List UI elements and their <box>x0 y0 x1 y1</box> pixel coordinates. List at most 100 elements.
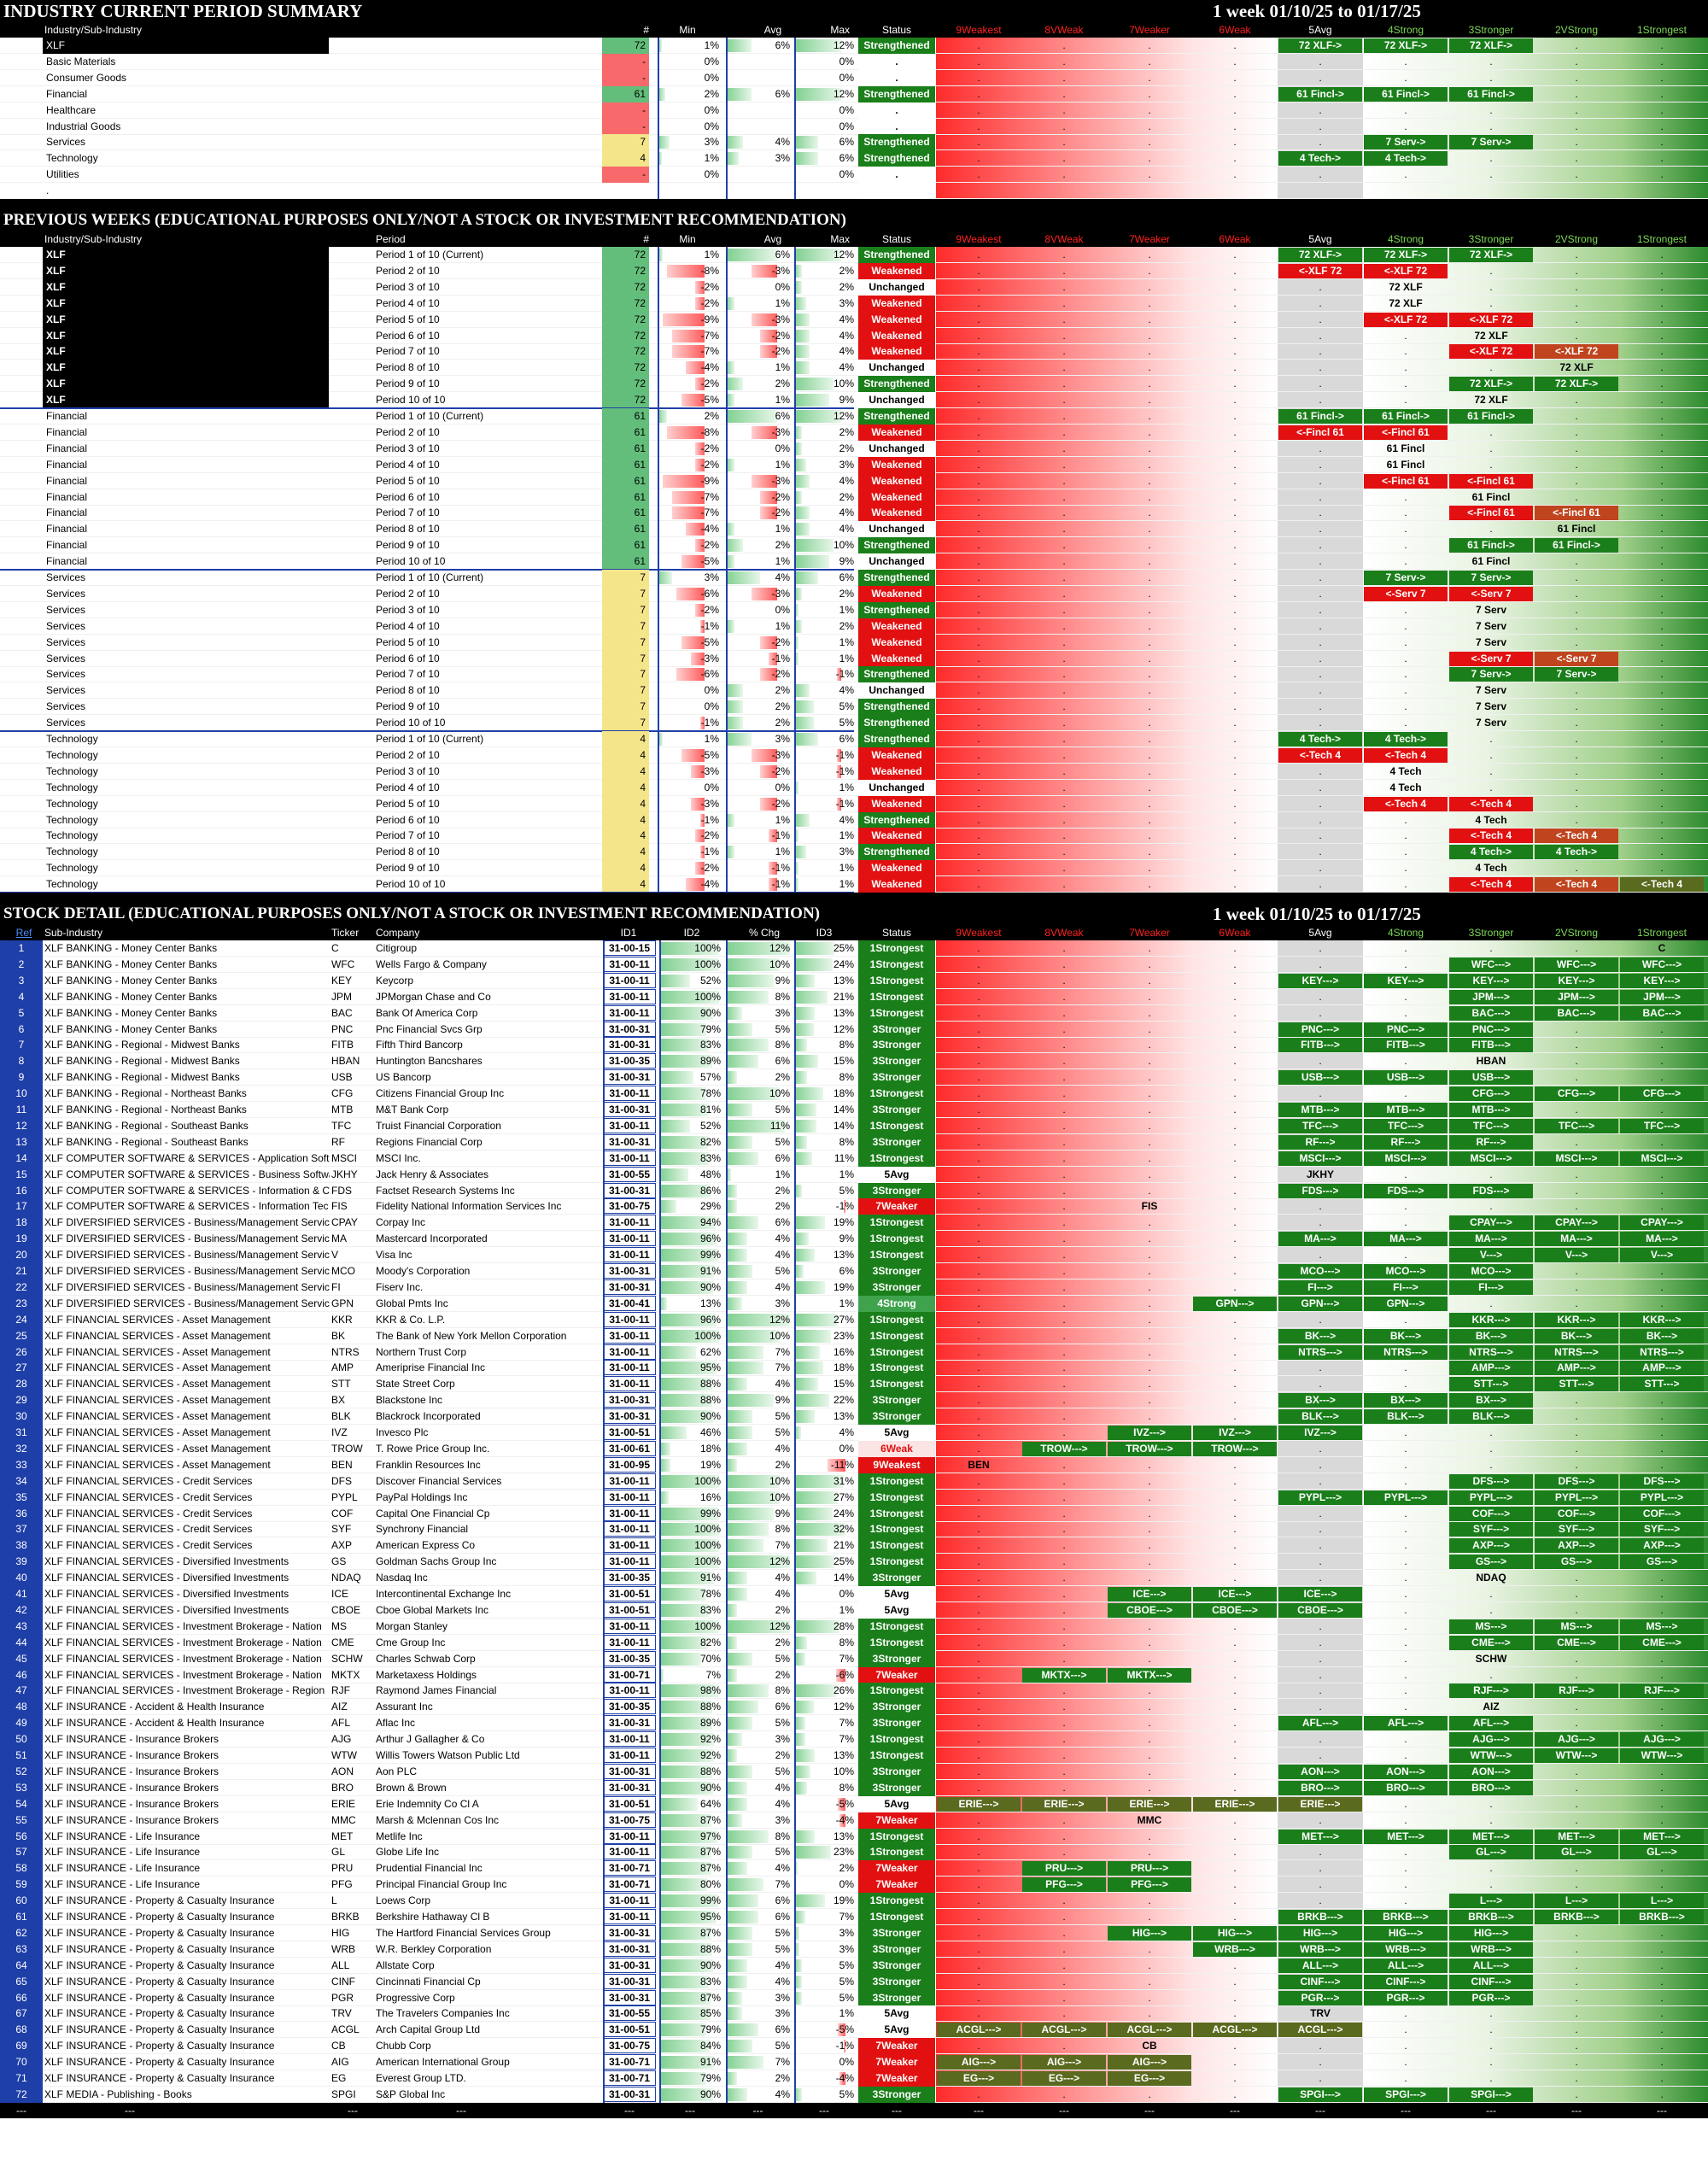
stock-ref[interactable]: 62 <box>0 1924 43 1941</box>
stock-ticker[interactable]: L <box>331 1894 337 1907</box>
stock-ref[interactable]: 26 <box>0 1344 43 1361</box>
stock-ticker[interactable]: PGR <box>331 1991 354 2004</box>
stock-row[interactable]: 6 XLF BANKING - Money Center Banks PNC Pnc … <box>0 1021 1708 1038</box>
stock-row[interactable]: 14 XLF COMPUTER SOFTWARE & SERVICES - App… <box>0 1150 1708 1167</box>
stock-row[interactable]: 39 XLF FINANCIAL SERVICES - Diversified I… <box>0 1554 1708 1571</box>
stock-ticker[interactable]: CINF <box>331 1975 355 1988</box>
stock-ref[interactable]: 47 <box>0 1683 43 1700</box>
stock-ref[interactable]: 14 <box>0 1150 43 1167</box>
stock-row[interactable]: 54 XLF INSURANCE - Insurance Brokers ERIE E… <box>0 1795 1708 1812</box>
stock-row[interactable]: 51 XLF INSURANCE - Insurance Brokers WTW Wi… <box>0 1748 1708 1764</box>
stock-ticker[interactable]: NDAQ <box>331 1572 361 1584</box>
stock-ref[interactable]: 48 <box>0 1699 43 1716</box>
stock-ref[interactable]: 70 <box>0 2054 43 2071</box>
stock-ref[interactable]: 22 <box>0 1279 43 1296</box>
stock-row[interactable]: 12 XLF BANKING - Regional - Southeast Ban… <box>0 1117 1708 1134</box>
stock-row[interactable]: 17 XLF COMPUTER SOFTWARE & SERVICES - Inf… <box>0 1198 1708 1215</box>
stock-ticker[interactable]: BAC <box>331 1006 353 1019</box>
stock-row[interactable]: 11 XLF BANKING - Regional - Northeast Ban… <box>0 1102 1708 1118</box>
stock-row[interactable]: 36 XLF FINANCIAL SERVICES - Credit Servic… <box>0 1505 1708 1522</box>
stock-ref[interactable]: 66 <box>0 1989 43 2006</box>
stock-ticker[interactable]: BEN <box>331 1458 353 1471</box>
stock-ticker[interactable]: CPAY <box>331 1216 358 1229</box>
stock-ticker[interactable]: MA <box>331 1233 347 1245</box>
stock-ref[interactable]: 30 <box>0 1408 43 1426</box>
stock-ticker[interactable]: DFS <box>331 1474 352 1487</box>
stock-ref[interactable]: 11 <box>0 1102 43 1118</box>
stock-row[interactable]: 1 XLF BANKING - Money Center Banks C Citigr… <box>0 940 1708 957</box>
stock-row[interactable]: 68 XLF INSURANCE - Property & Casualty In… <box>0 2022 1708 2039</box>
stock-ticker[interactable]: AIZ <box>331 1701 348 1713</box>
stock-ticker[interactable]: USB <box>331 1071 353 1084</box>
stock-ticker[interactable]: GS <box>331 1555 347 1568</box>
stock-row[interactable]: 70 XLF INSURANCE - Property & Casualty In… <box>0 2054 1708 2071</box>
stock-ref[interactable]: 59 <box>0 1877 43 1894</box>
stock-ref[interactable]: 64 <box>0 1957 43 1974</box>
stock-ticker[interactable]: FITB <box>331 1039 354 1051</box>
stock-ref[interactable]: 25 <box>0 1327 43 1344</box>
stock-row[interactable]: 24 XLF FINANCIAL SERVICES - Asset Managem… <box>0 1311 1708 1328</box>
stock-row[interactable]: 48 XLF INSURANCE - Accident & Health Insu… <box>0 1699 1708 1716</box>
stock-ticker[interactable]: IVZ <box>331 1426 348 1438</box>
stock-ref[interactable]: 52 <box>0 1763 43 1780</box>
stock-row[interactable]: 30 XLF FINANCIAL SERVICES - Asset Managem… <box>0 1408 1708 1426</box>
stock-ref[interactable]: 3 <box>0 972 43 989</box>
stock-ticker[interactable]: CME <box>331 1636 354 1648</box>
stock-row[interactable]: 4 XLF BANKING - Money Center Banks JPM JPMo… <box>0 988 1708 1005</box>
stock-ticker[interactable]: GL <box>331 1846 346 1859</box>
stock-row[interactable]: 23 XLF DIVERSIFIED SERVICES - Business/Ma… <box>0 1295 1708 1312</box>
stock-ref[interactable]: 20 <box>0 1247 43 1264</box>
stock-ref[interactable]: 40 <box>0 1570 43 1587</box>
stock-ticker[interactable]: BK <box>331 1329 346 1342</box>
stock-row[interactable]: 50 XLF INSURANCE - Insurance Brokers AJG Ar… <box>0 1731 1708 1748</box>
stock-ticker[interactable]: FI <box>331 1280 341 1293</box>
stock-ticker[interactable]: AMP <box>331 1361 354 1374</box>
stock-row[interactable]: 15 XLF COMPUTER SOFTWARE & SERVICES - Bus… <box>0 1166 1708 1183</box>
stock-row[interactable]: 60 XLF INSURANCE - Property & Casualty In… <box>0 1893 1708 1910</box>
stock-row[interactable]: 32 XLF FINANCIAL SERVICES - Asset Managem… <box>0 1440 1708 1457</box>
stock-ref[interactable]: 72 <box>0 2086 43 2103</box>
stock-ticker[interactable]: ICE <box>331 1588 349 1600</box>
stock-ticker[interactable]: TFC <box>331 1119 352 1132</box>
stock-row[interactable]: 35 XLF FINANCIAL SERVICES - Credit Servic… <box>0 1489 1708 1506</box>
stock-ref[interactable]: 6 <box>0 1021 43 1038</box>
stock-ref[interactable]: 42 <box>0 1601 43 1619</box>
stock-ref[interactable]: 57 <box>0 1844 43 1861</box>
stock-ref[interactable]: 69 <box>0 2038 43 2055</box>
stock-ticker[interactable]: PYPL <box>331 1490 358 1503</box>
stock-ref[interactable]: 67 <box>0 2005 43 2023</box>
stock-ref[interactable]: 35 <box>0 1489 43 1506</box>
stock-ref[interactable]: 55 <box>0 1812 43 1829</box>
stock-row[interactable]: 9 XLF BANKING - Regional - Midwest Banks U… <box>0 1069 1708 1086</box>
stock-ref[interactable]: 41 <box>0 1586 43 1602</box>
stock-ticker[interactable]: FDS <box>331 1184 352 1197</box>
stock-ref[interactable]: 36 <box>0 1505 43 1522</box>
stock-ticker[interactable]: BRO <box>331 1781 354 1794</box>
stock-row[interactable]: 52 XLF INSURANCE - Insurance Brokers AON Ao… <box>0 1763 1708 1780</box>
stock-row[interactable]: 47 XLF FINANCIAL SERVICES - Investment Br… <box>0 1683 1708 1700</box>
stock-ref[interactable]: 31 <box>0 1425 43 1441</box>
stock-ticker[interactable]: MCO <box>331 1265 355 1277</box>
stock-row[interactable]: 69 XLF INSURANCE - Property & Casualty In… <box>0 2038 1708 2055</box>
stock-ticker[interactable]: PFG <box>331 1878 353 1891</box>
stock-ref[interactable]: 15 <box>0 1166 43 1183</box>
stock-ref[interactable]: 24 <box>0 1311 43 1328</box>
stock-ticker[interactable]: MS <box>331 1619 347 1632</box>
stock-ticker[interactable]: AXP <box>331 1539 353 1552</box>
stock-ticker[interactable]: AON <box>331 1765 354 1777</box>
stock-row[interactable]: 42 XLF FINANCIAL SERVICES - Diversified I… <box>0 1601 1708 1619</box>
stock-ref[interactable]: 29 <box>0 1392 43 1409</box>
stock-ticker[interactable]: CBOE <box>331 1603 361 1616</box>
stock-row[interactable]: 7 XLF BANKING - Regional - Midwest Banks F… <box>0 1037 1708 1054</box>
stock-ref[interactable]: 12 <box>0 1117 43 1134</box>
stock-ticker[interactable]: ERIE <box>331 1797 356 1810</box>
stock-row[interactable]: 13 XLF BANKING - Regional - Southeast Ban… <box>0 1133 1708 1151</box>
stock-ref[interactable]: 5 <box>0 1004 43 1022</box>
stock-ref[interactable]: 1 <box>0 940 43 957</box>
stock-ref[interactable]: 9 <box>0 1069 43 1086</box>
stock-ticker[interactable]: TROW <box>331 1442 363 1455</box>
stock-row[interactable]: 8 XLF BANKING - Regional - Midwest Banks H… <box>0 1053 1708 1070</box>
stock-row[interactable]: 38 XLF FINANCIAL SERVICES - Credit Servic… <box>0 1537 1708 1555</box>
stock-ticker[interactable]: CB <box>331 2040 346 2052</box>
stock-ticker[interactable]: WFC <box>331 957 355 970</box>
